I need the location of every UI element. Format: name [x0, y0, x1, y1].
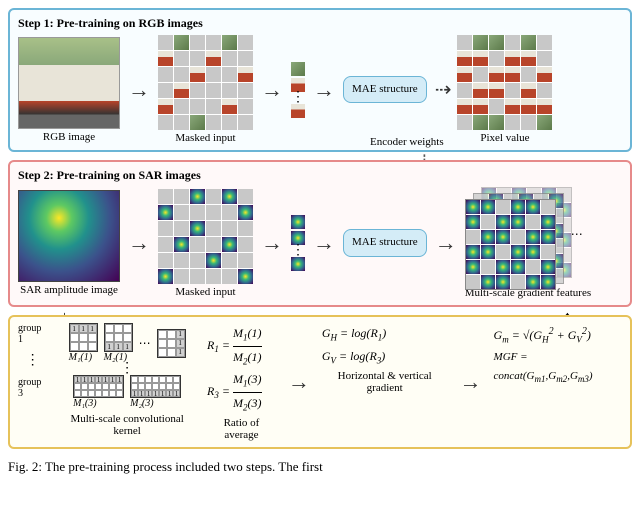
arrow-icon: →	[460, 369, 482, 395]
step2-masked-grid	[158, 189, 253, 284]
step2-masked-caption: Masked input	[158, 286, 253, 298]
eq-Gm: Gm = √(GH2 + GV2)	[494, 323, 622, 348]
kernel-M2-3: 1111111 M₂(3)	[130, 375, 181, 409]
eq-MGF: MGF = concat(Gm1,Gm2,Gm3)	[494, 348, 622, 388]
step2-panel: Step 2: Pre-training on SAR images SAR a…	[8, 160, 632, 307]
arrow-icon: →	[313, 230, 335, 256]
ratio-block: R1 = M1(1)M2(1) R3 = M1(3)M2(3) Ratio of…	[207, 323, 276, 441]
step1-masked-caption: Masked input	[158, 132, 253, 144]
eq-GH: GH = log(R1)	[322, 323, 448, 346]
eq-GV: GV = log(R3)	[322, 346, 448, 369]
step1-masked-block: Masked input	[158, 35, 253, 144]
step2-output-block: ⋯ Multi-scale gradient features	[465, 187, 591, 299]
kernel-label: M₁(1)	[69, 352, 98, 363]
arrow-icon: →	[261, 77, 283, 103]
step1-output-caption: Pixel value	[457, 132, 552, 144]
group3-label: group 3	[18, 377, 47, 399]
sar-image	[18, 190, 120, 282]
arrow-icon: →	[288, 369, 310, 395]
kernel-label: M₂(3)	[130, 398, 181, 409]
rgb-image-block: RGB image	[18, 37, 120, 143]
arrow-dashed-icon: ⇢	[435, 77, 450, 102]
ellipsis-icon: ⋯	[571, 227, 583, 242]
step1-masked-grid	[158, 35, 253, 130]
step2-title: Step 2: Pre-training on SAR images	[18, 168, 622, 183]
eq-R3: R3 = M1(3)M2(3)	[207, 369, 276, 415]
grad-caption: Horizontal & vertical gradient	[322, 370, 448, 394]
kernel-column: 111 M₁(1) 111 M₂(1)	[59, 323, 195, 437]
rgb-image	[18, 37, 120, 129]
arrow-icon: →	[313, 77, 335, 103]
mae-box-step1: MAE structure	[343, 76, 427, 103]
kernel-extra-1: 1 1 1	[157, 329, 186, 358]
ratio-caption: Ratio of average	[207, 417, 276, 441]
arrow-icon: →	[435, 230, 457, 256]
kernel-label: M₁(3)	[73, 398, 124, 409]
kernel-caption: Multi-scale convolutional kernel	[59, 413, 195, 437]
vdots-icon: ⋮	[120, 365, 134, 373]
figure-container: Step 1: Pre-training on RGB images RGB i…	[8, 8, 632, 475]
vdots-icon: ⋮	[291, 94, 305, 102]
eq-R1: R1 = M1(1)M2(1)	[207, 323, 276, 369]
mgf-output-stack: ⋯	[465, 187, 573, 285]
patch-stack-sar: ⋮	[291, 215, 305, 271]
final-block: Gm = √(GH2 + GV2) MGF = concat(Gm1,Gm2,G…	[494, 323, 622, 388]
mgf-row: group 1 ⋮ group 3 111 M₁(1)	[18, 323, 622, 441]
kernel-row-1: 111 M₁(1) 111 M₂(1)	[69, 323, 186, 363]
step1-panel: Step 1: Pre-training on RGB images RGB i…	[8, 8, 632, 152]
step1-output-block: Pixel value	[457, 35, 552, 144]
patch-stack: ⋮	[291, 62, 305, 118]
step1-row: RGB image → Masked input → ⋮	[18, 35, 622, 144]
step2-row: SAR amplitude image → Masked input → ⋮	[18, 187, 622, 299]
arrow-icon: →	[261, 230, 283, 256]
step1-title: Step 1: Pre-training on RGB images	[18, 16, 622, 31]
vdots-icon: ⋮	[291, 247, 305, 255]
group1-label: group 1	[18, 323, 47, 345]
kernel-M1-1: 111 M₁(1)	[69, 323, 98, 363]
vdots-icon: ⋮	[18, 357, 47, 365]
step1-output-grid	[457, 35, 552, 130]
encoder-weights-label: Encoder weights	[370, 136, 444, 148]
sar-image-caption: SAR amplitude image	[18, 284, 120, 296]
figure-caption: Fig. 2: The pre-training process include…	[8, 459, 632, 475]
kernel-M2-1: 111 M₂(1)	[104, 323, 133, 363]
arrow-icon: →	[128, 230, 150, 256]
mae-box-step2: MAE structure	[343, 229, 427, 256]
gradient-block: GH = log(R1) GV = log(R3) Horizontal & v…	[322, 323, 448, 394]
step2-masked-block: Masked input	[158, 189, 253, 298]
kernel-M1-3: 1111111 M₁(3)	[73, 375, 124, 409]
mgf-panel: group 1 ⋮ group 3 111 M₁(1)	[8, 315, 632, 449]
kernel-row-3: 1111111 M₁(3) 1111111 M₂(3)	[73, 375, 181, 409]
rgb-image-caption: RGB image	[18, 131, 120, 143]
group-labels: group 1 ⋮ group 3	[18, 323, 47, 399]
arrow-icon: →	[128, 77, 150, 103]
sar-image-block: SAR amplitude image	[18, 190, 120, 296]
